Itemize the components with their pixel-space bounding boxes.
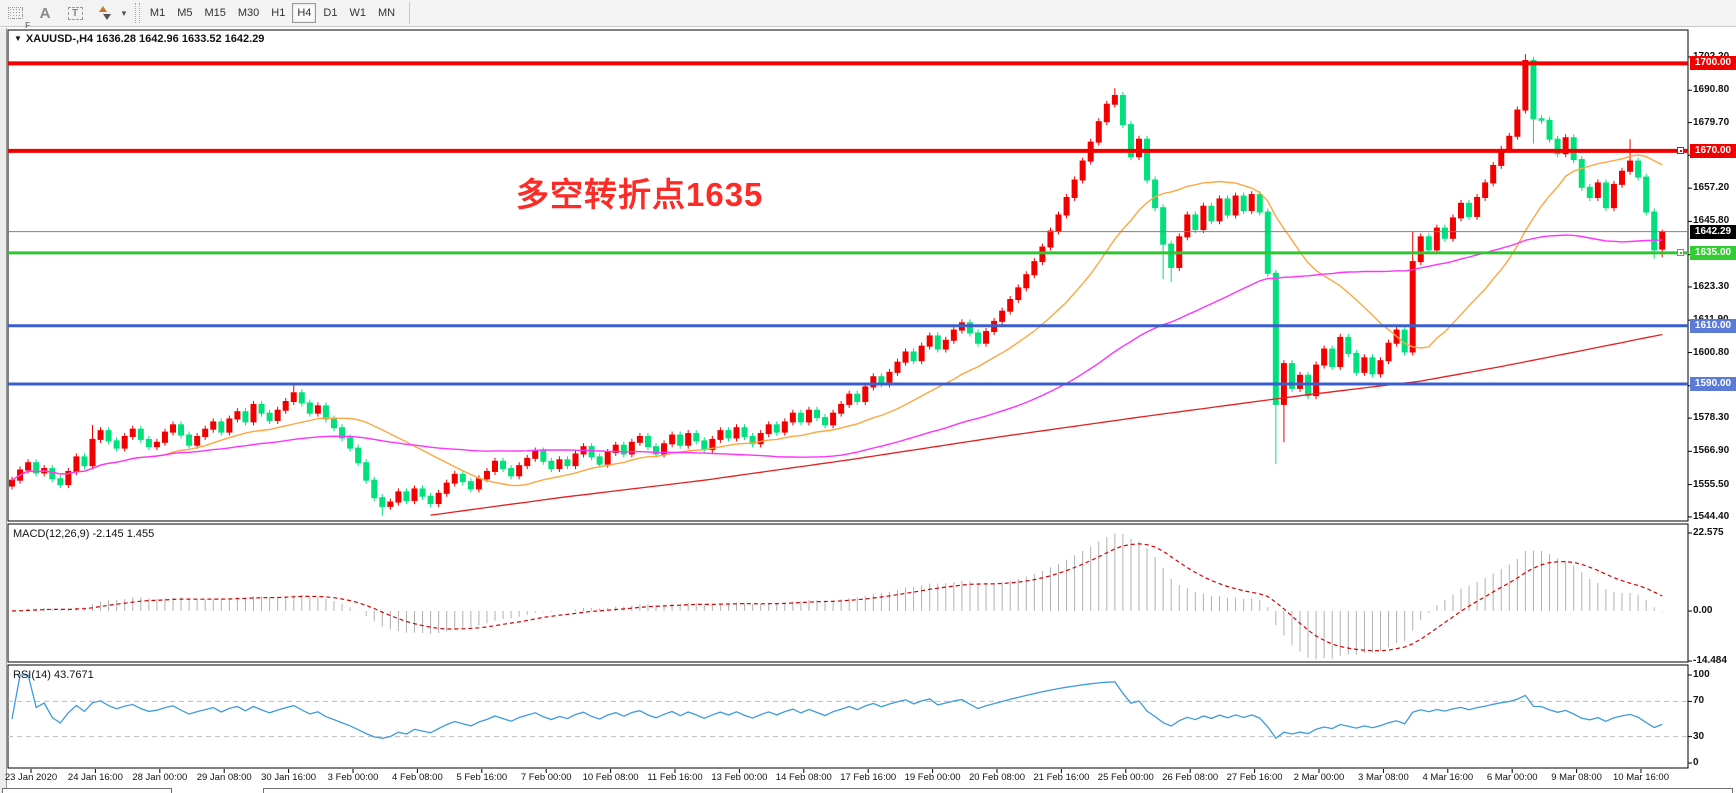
hline-price-label[interactable]: 1635.00 — [1690, 245, 1736, 260]
rsi-scale-label[interactable]: 30 — [1693, 730, 1705, 742]
toolbar-end-separator — [409, 2, 411, 24]
timeframe-button-MN[interactable]: MN — [377, 7, 396, 19]
date-label[interactable]: 5 Feb 16:00 — [456, 772, 508, 783]
date-label[interactable]: 11 Feb 16:00 — [647, 772, 703, 783]
ma-mid-line — [11, 234, 1663, 481]
price-axis-label[interactable]: 1544.40 — [1693, 510, 1730, 522]
date-label[interactable]: 4 Mar 16:00 — [1422, 772, 1474, 783]
timeframe-button-H4[interactable]: H4 — [292, 3, 317, 23]
macd-scale-label[interactable]: 22.575 — [1693, 527, 1724, 538]
rsi-scale-label[interactable]: 100 — [1693, 669, 1710, 680]
tbox-glyph: T — [67, 6, 83, 20]
price-axis-label[interactable]: 1555.50 — [1693, 478, 1730, 490]
price-axis-label[interactable]: 1566.90 — [1693, 445, 1730, 457]
ma-fast-line — [11, 154, 1663, 487]
timeframe-button-M15[interactable]: M15 — [204, 7, 226, 19]
date-label[interactable]: 2 Mar 00:00 — [1293, 772, 1345, 783]
grid-badge: F — [25, 21, 30, 30]
dropdown-arrow-icon[interactable]: ▼ — [120, 8, 128, 18]
price-axis-label[interactable]: 1690.80 — [1693, 84, 1730, 96]
panel-frame — [7, 664, 1689, 769]
date-label[interactable]: 19 Feb 00:00 — [904, 772, 961, 783]
timeframe-button-M30[interactable]: M30 — [237, 7, 260, 19]
rsi-scale-label[interactable]: 0 — [1693, 757, 1699, 768]
indicators-grid-icon[interactable]: F — [2, 2, 30, 30]
macd-scale-label[interactable]: -14.484 — [1693, 655, 1727, 667]
toolbar: F A T ▼ M1 M5 M15 M30 H1 H4 D1 W1 MN — [0, 0, 1736, 30]
date-label[interactable]: 20 Feb 08:00 — [969, 772, 1025, 783]
expand-triangle-icon[interactable]: ▼ — [14, 34, 22, 43]
date-label[interactable]: 17 Feb 16:00 — [840, 772, 897, 783]
date-label[interactable]: 14 Feb 08:00 — [775, 772, 832, 783]
panel-frame — [7, 29, 1689, 522]
macd-scale-label[interactable]: 0.00 — [1693, 605, 1713, 616]
hline-anchor[interactable] — [1677, 249, 1684, 257]
date-label[interactable]: 30 Jan 16:00 — [261, 772, 317, 783]
ma-slow-line — [430, 333, 1663, 516]
date-label[interactable]: 3 Mar 08:00 — [1358, 772, 1409, 783]
date-label[interactable]: 26 Feb 08:00 — [1162, 772, 1219, 783]
price-axis-label[interactable]: 1679.70 — [1693, 116, 1730, 128]
chart-annotation-text: 多空转折点1635 — [516, 176, 764, 213]
candlestick-series — [9, 54, 1666, 516]
timeframe-button-H1[interactable]: H1 — [271, 7, 286, 19]
date-label[interactable]: 9 Mar 08:00 — [1551, 772, 1602, 783]
macd-signal-line — [11, 543, 1663, 652]
date-label[interactable]: 10 Mar 16:00 — [1613, 772, 1669, 783]
toolbar-separator — [134, 3, 140, 23]
macd-histogram — [19, 533, 1663, 660]
hline-price-label[interactable]: 1670.00 — [1690, 143, 1736, 158]
grid-glyph — [7, 7, 23, 19]
date-label[interactable]: 23 Jan 2020 — [4, 772, 58, 783]
date-label[interactable]: 27 Feb 16:00 — [1226, 772, 1283, 783]
current-price-label: 1642.29 — [1690, 224, 1736, 239]
timeframe-button-M5[interactable]: M5 — [177, 7, 193, 19]
timeframe-button-M1[interactable]: M1 — [149, 7, 166, 19]
panel-frame — [7, 523, 1689, 663]
date-label[interactable]: 3 Feb 00:00 — [327, 772, 379, 783]
date-label[interactable]: 25 Feb 00:00 — [1097, 772, 1154, 783]
text-label-icon[interactable]: A — [39, 4, 51, 22]
price-axis-label[interactable]: 1657.20 — [1693, 182, 1730, 194]
window-left-border — [0, 28, 7, 793]
timeframe-group: M1 M5 M15 M30 H1 H4 D1 W1 MN — [144, 3, 401, 23]
hline-price-label[interactable]: 1590.00 — [1690, 377, 1736, 392]
date-label[interactable]: 10 Feb 08:00 — [582, 772, 639, 783]
price-axis-label[interactable]: 1645.80 — [1693, 215, 1730, 227]
hline-anchor[interactable] — [1677, 147, 1684, 155]
price-axis-label[interactable]: 1623.30 — [1693, 280, 1730, 292]
status-pane — [2, 788, 172, 793]
timeframe-button-D1[interactable]: D1 — [323, 7, 338, 19]
hline-price-label[interactable]: 1700.00 — [1690, 56, 1736, 71]
rsi-scale-label[interactable]: 70 — [1693, 695, 1705, 707]
date-label[interactable]: 29 Jan 08:00 — [196, 772, 252, 783]
rsi-line — [11, 674, 1663, 740]
date-label[interactable]: 28 Jan 00:00 — [132, 772, 188, 783]
price-axis-label[interactable]: 1578.30 — [1693, 412, 1730, 424]
date-label[interactable]: 7 Feb 00:00 — [520, 772, 572, 783]
date-label[interactable]: 4 Feb 08:00 — [392, 772, 443, 783]
arrange-arrows-icon[interactable] — [92, 2, 118, 24]
rsi-label: RSI(14) 43.7671 — [13, 669, 94, 681]
text-box-icon[interactable]: T — [62, 2, 88, 24]
status-pane — [263, 788, 1733, 793]
date-label[interactable]: 6 Mar 00:00 — [1486, 772, 1538, 783]
chart-title: ▼ XAUUSD-,H4 1636.28 1642.96 1633.52 1642… — [14, 33, 264, 45]
macd-label: MACD(12,26,9) -2.145 1.455 — [13, 528, 155, 540]
hline-price-label[interactable]: 1610.00 — [1690, 318, 1736, 333]
date-label[interactable]: 13 Feb 00:00 — [711, 772, 768, 783]
timeframe-button-W1[interactable]: W1 — [349, 7, 366, 19]
arrows-glyph — [98, 6, 112, 20]
date-label[interactable]: 21 Feb 16:00 — [1033, 772, 1090, 783]
chart-title-text: XAUUSD-,H4 1636.28 1642.96 1633.52 1642.… — [25, 33, 265, 45]
date-label[interactable]: 24 Jan 16:00 — [67, 772, 123, 783]
price-axis-label[interactable]: 1600.80 — [1693, 346, 1730, 358]
